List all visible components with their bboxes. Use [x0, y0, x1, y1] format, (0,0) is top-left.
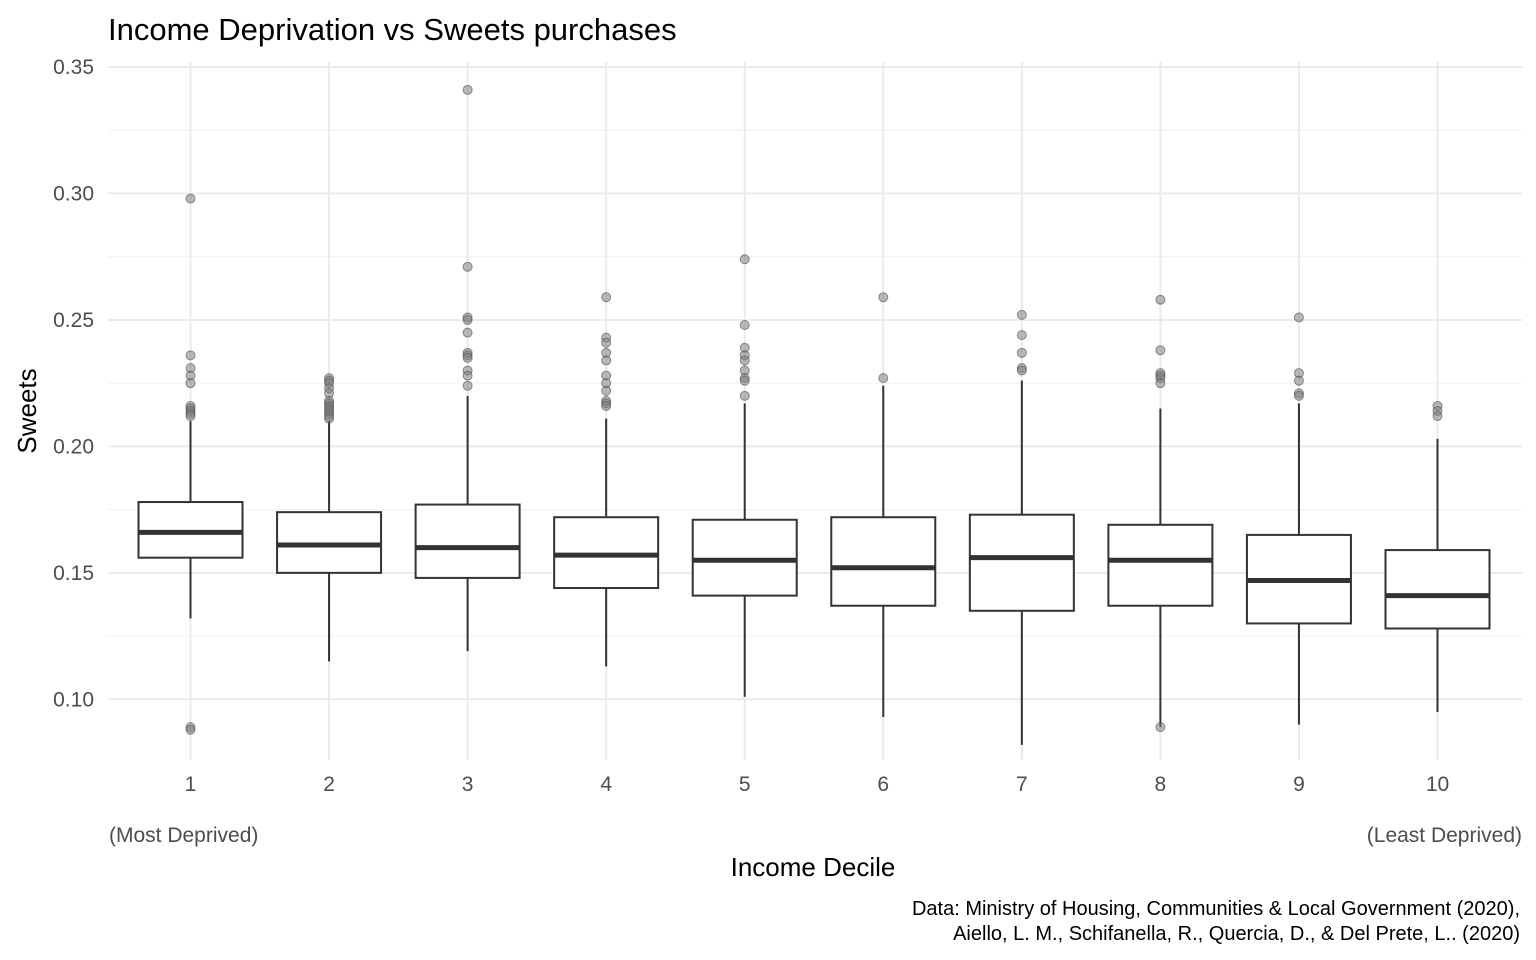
outlier-point [1016, 309, 1027, 320]
y-tick-label: 0.25 [53, 309, 94, 332]
box-iqr [1384, 549, 1491, 630]
outlier-point [462, 261, 473, 272]
y-tick-labels: 0.10 0.15 0.20 0.25 0.30 0.35 [53, 56, 94, 711]
box-group [691, 254, 798, 697]
outlier-point [739, 355, 750, 366]
outlier-point [185, 411, 196, 422]
grid-layer [108, 62, 1522, 760]
box-iqr [1107, 523, 1214, 607]
box-iqr [691, 518, 798, 597]
y-axis-title: Sweets [12, 368, 42, 453]
outlier-point [1155, 294, 1166, 305]
outlier-point [1155, 345, 1166, 356]
x-tick-labels: 1 2 3 4 5 6 7 8 9 10 [185, 773, 1450, 796]
outlier-point [1155, 378, 1166, 389]
box-group [276, 373, 383, 662]
outlier-point [878, 373, 889, 384]
caption-line-1: Data: Ministry of Housing, Communities &… [912, 898, 1520, 920]
outlier-point [185, 193, 196, 204]
box-iqr [137, 501, 244, 559]
outlier-point [601, 385, 612, 396]
outlier-point [462, 327, 473, 338]
outlier-point [462, 314, 473, 325]
y-tick-label: 0.35 [53, 56, 94, 79]
box-iqr [276, 511, 383, 574]
y-tick-label: 0.10 [53, 688, 94, 711]
outlier-point [1016, 330, 1027, 341]
y-tick-label: 0.15 [53, 562, 94, 585]
box-group [968, 309, 1075, 745]
outlier-point [739, 390, 750, 401]
outlier-point [1016, 347, 1027, 358]
outlier-point [1016, 365, 1027, 376]
outlier-point [462, 352, 473, 363]
box-group [1384, 400, 1491, 712]
box-group [1245, 312, 1352, 725]
y-tick-label: 0.20 [53, 435, 94, 458]
chart-title: Income Deprivation vs Sweets purchases [108, 12, 677, 47]
box-group [830, 292, 937, 718]
x-tick-label: 8 [1155, 773, 1167, 796]
x-tick-label: 1 [185, 773, 197, 796]
outlier-point [185, 724, 196, 735]
box-iqr [553, 516, 660, 590]
x-tick-label: 4 [600, 773, 612, 796]
outlier-point [462, 84, 473, 95]
x-tick-label: 10 [1426, 773, 1449, 796]
x-tick-label: 9 [1293, 773, 1305, 796]
x-tick-label: 2 [323, 773, 335, 796]
outlier-point [1432, 411, 1443, 422]
x-tick-label: 6 [877, 773, 889, 796]
x-tick-label: 3 [462, 773, 474, 796]
y-tick-label: 0.30 [53, 183, 94, 206]
x-note-right: (Least Deprived) [1367, 824, 1522, 847]
outlier-point [1293, 375, 1304, 386]
x-note-left: (Most Deprived) [109, 824, 258, 847]
outlier-point [739, 254, 750, 265]
x-tick-label: 5 [739, 773, 751, 796]
outlier-point [601, 400, 612, 411]
outlier-point [601, 292, 612, 303]
outlier-point [462, 380, 473, 391]
box-group [414, 84, 521, 652]
box-iqr [968, 513, 1075, 612]
outlier-point [324, 413, 335, 424]
outlier-point [739, 375, 750, 386]
outlier-point [1293, 312, 1304, 323]
outlier-point [462, 370, 473, 381]
boxes-layer [137, 84, 1491, 745]
caption-line-2: Aiello, L. M., Schifanella, R., Quercia,… [953, 923, 1520, 945]
outlier-point [878, 292, 889, 303]
outlier-point [1155, 722, 1166, 733]
outlier-point [1293, 390, 1304, 401]
box-iqr [830, 516, 937, 607]
box-iqr [414, 503, 521, 579]
x-tick-label: 7 [1016, 773, 1028, 796]
outlier-point [739, 320, 750, 331]
outlier-point [185, 378, 196, 389]
outlier-point [601, 337, 612, 348]
outlier-point [185, 350, 196, 361]
outlier-point [601, 355, 612, 366]
x-axis-title: Income Decile [731, 852, 896, 882]
box-group [137, 193, 244, 735]
box-group [553, 292, 660, 667]
box-group [1107, 294, 1214, 733]
